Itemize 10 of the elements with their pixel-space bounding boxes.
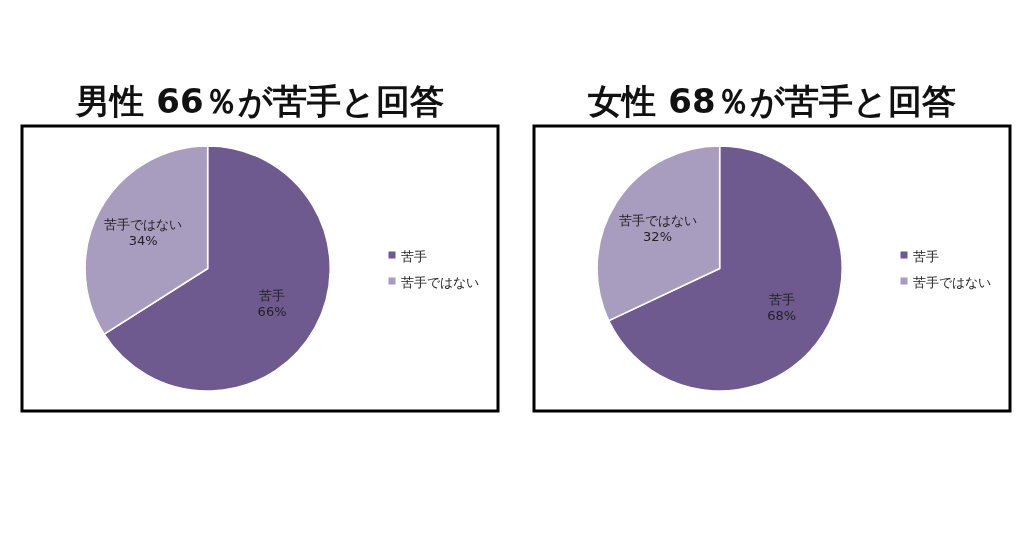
data-label: 苦手ではない 34% [104,217,183,249]
data-label: 苦手 66% [257,287,287,319]
data-label: 苦手ではない 32% [618,213,697,245]
legend-label: 苦手 [912,248,939,264]
chart-title: 男性 66％が苦手と回答 [75,81,444,121]
legend-label: 苦手ではない [400,274,479,290]
legend-label: 苦手 [400,248,427,264]
data-label: 苦手 68% [767,291,797,323]
chart-title: 女性 68％が苦手と回答 [587,81,956,121]
legend-label: 苦手ではない [912,274,991,290]
